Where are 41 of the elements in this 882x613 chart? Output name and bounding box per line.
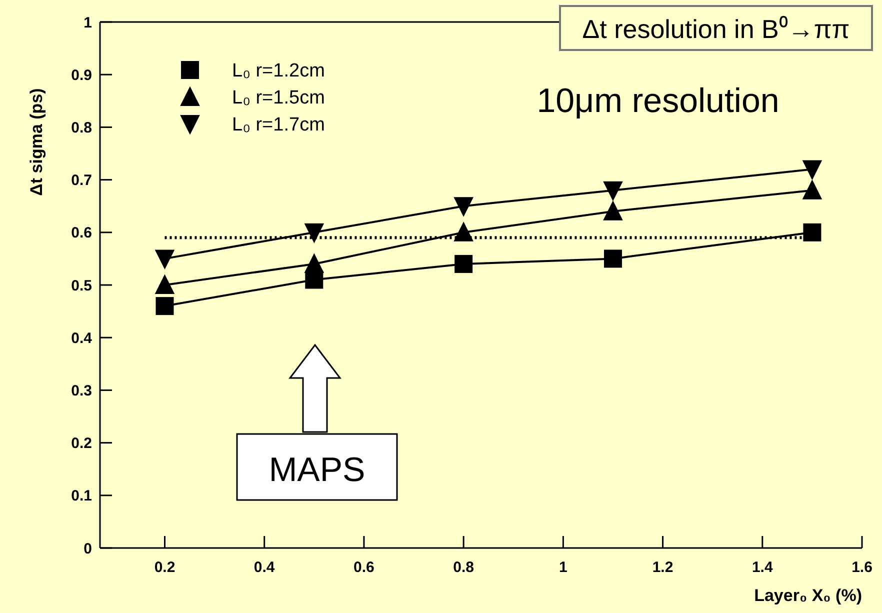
y-tick-label: 0.6 xyxy=(71,224,92,242)
point xyxy=(454,254,473,273)
x-axis-title: Layer₀ X₀ (%) xyxy=(754,586,862,605)
y-tick-label: 0.1 xyxy=(71,488,92,505)
chart-title: Δt resolution in B⁰→ππ xyxy=(582,14,850,44)
y-tick-label: 1 xyxy=(84,14,92,32)
y-tick-label: 0.8 xyxy=(71,119,92,136)
y-tick-label: 0.2 xyxy=(71,435,92,452)
y-tick-label: 0.4 xyxy=(71,330,93,347)
point xyxy=(803,223,822,242)
point xyxy=(304,223,324,244)
y-axis-title: Δt sigma (ps) xyxy=(27,88,46,196)
annotation: 10μm resolution xyxy=(536,82,780,120)
point xyxy=(802,180,822,200)
point xyxy=(154,274,175,294)
point xyxy=(802,160,822,180)
x-tick-label: 0.8 xyxy=(453,559,474,576)
y-tick-label: 0.3 xyxy=(71,382,92,400)
legend-label: L₀ r=1.2cm xyxy=(232,60,325,82)
point xyxy=(304,253,324,273)
x-tick-label: 0.2 xyxy=(154,559,176,576)
point xyxy=(454,197,474,217)
y-tick-label: 0 xyxy=(84,540,92,558)
y-tick-label: 0.7 xyxy=(71,172,92,190)
x-tick-label: 1.2 xyxy=(652,559,674,576)
x-tick-label: 1.6 xyxy=(852,559,872,576)
legend-label: L₀ r=1.5cm xyxy=(232,88,325,109)
point xyxy=(603,200,623,220)
point xyxy=(154,250,175,270)
y-tick-label: 0.5 xyxy=(71,277,92,294)
y-tick-label: 0.9 xyxy=(71,66,92,84)
point xyxy=(603,181,623,202)
x-tick-label: 1 xyxy=(559,559,568,576)
x-tick-label: 0.6 xyxy=(354,559,374,576)
point xyxy=(604,250,622,268)
x-tick-label: 0.4 xyxy=(254,559,276,576)
x-tick-label: 1.4 xyxy=(752,559,774,576)
legend-label: L₀ r=1.7cm xyxy=(232,114,325,136)
annotation: MAPS xyxy=(268,451,366,489)
point xyxy=(454,222,474,242)
point xyxy=(156,297,174,316)
